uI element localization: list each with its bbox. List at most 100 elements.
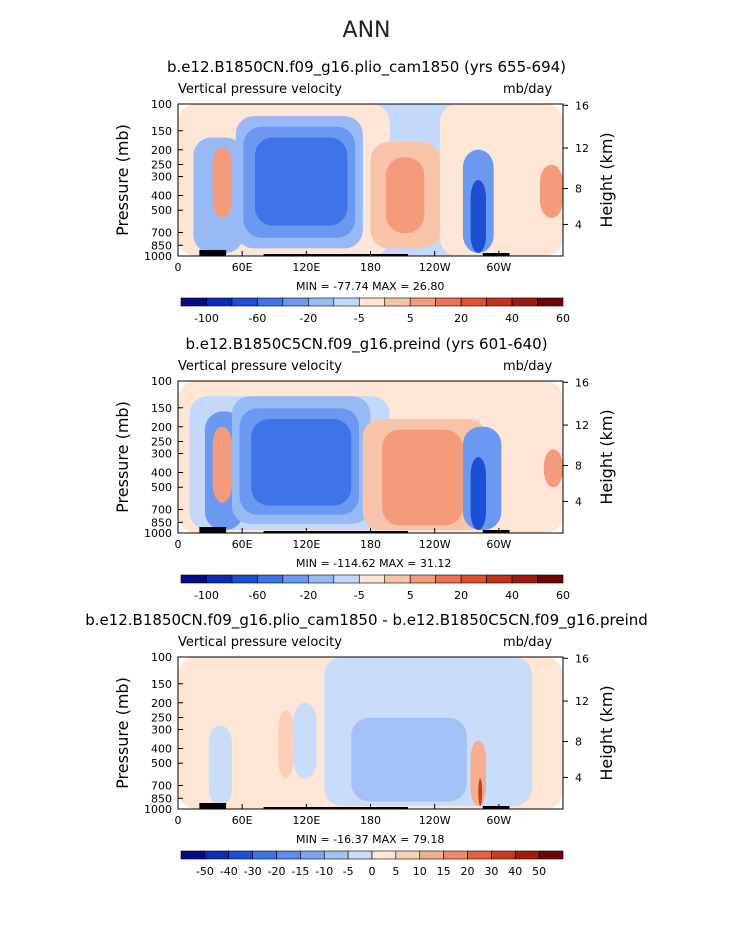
units-label: mb/day bbox=[503, 82, 553, 97]
colorbar-label: 60 bbox=[556, 312, 570, 325]
height-tick-label: 8 bbox=[575, 460, 582, 473]
min-max-stats: MIN = -16.37 MAX = 79.18 bbox=[296, 833, 445, 846]
y-tick-label: 500 bbox=[151, 757, 172, 770]
chart-panel-1: b.e12.B1850CN.f09_g16.plio_cam1850 (yrs … bbox=[0, 58, 733, 358]
x-tick-label: 60E bbox=[232, 814, 253, 827]
colorbar-label: 40 bbox=[505, 312, 519, 325]
height-tick-label: 4 bbox=[575, 218, 582, 231]
units-label: mb/day bbox=[503, 635, 553, 650]
contour-region bbox=[293, 702, 317, 779]
contour-field bbox=[178, 104, 563, 256]
x-tick-label: 0 bbox=[175, 814, 182, 827]
chart-panel-3: b.e12.B1850CN.f09_g16.plio_cam1850 - b.e… bbox=[0, 611, 733, 911]
colorbar-label: 5 bbox=[392, 865, 399, 878]
colorbar-label: -60 bbox=[248, 589, 266, 602]
y-tick-label: 250 bbox=[151, 435, 172, 448]
colorbar-label: -40 bbox=[220, 865, 238, 878]
y-tick-label: 300 bbox=[151, 448, 172, 461]
colorbar-label: 20 bbox=[454, 312, 468, 325]
y-tick-label: 700 bbox=[151, 779, 172, 792]
y-tick-label: 400 bbox=[151, 743, 172, 756]
colorbar-label: 50 bbox=[532, 865, 546, 878]
colorbar-swatch bbox=[409, 297, 436, 307]
colorbar-label: -100 bbox=[194, 589, 219, 602]
x-tick-label: 120E bbox=[292, 261, 320, 274]
colorbar-swatch bbox=[358, 297, 386, 307]
colorbar-swatch bbox=[180, 297, 207, 307]
colorbar-swatch bbox=[491, 850, 516, 860]
y-tick-label: 250 bbox=[151, 158, 172, 171]
y-tick-label: 500 bbox=[151, 204, 172, 217]
colorbar-label: -30 bbox=[244, 865, 262, 878]
colorbar-swatch bbox=[231, 574, 258, 584]
height-tick-label: 8 bbox=[575, 736, 582, 749]
colorbar-swatch bbox=[347, 850, 373, 860]
x-tick-label: 60W bbox=[486, 261, 511, 274]
contour-region bbox=[251, 419, 352, 506]
contour-field bbox=[178, 657, 563, 809]
topography bbox=[263, 254, 408, 256]
x-tick-label: 180 bbox=[360, 814, 381, 827]
y-tick-label: 1000 bbox=[144, 527, 172, 540]
y-tick-label: 100 bbox=[151, 651, 172, 664]
colorbar-swatch bbox=[308, 574, 335, 584]
colorbar-label: -100 bbox=[194, 312, 219, 325]
x-tick-label: 0 bbox=[175, 538, 182, 551]
colorbar-label: -20 bbox=[299, 312, 317, 325]
topography bbox=[482, 530, 510, 533]
y-axis-label: Pressure (mb) bbox=[113, 401, 132, 513]
colorbar-swatch bbox=[419, 850, 444, 860]
y-tick-label: 150 bbox=[151, 402, 172, 415]
y-tick-label: 250 bbox=[151, 711, 172, 724]
y-tick-label: 200 bbox=[151, 697, 172, 710]
y-axis-label-right: Height (km) bbox=[597, 132, 616, 227]
x-tick-label: 60W bbox=[486, 538, 511, 551]
min-max-stats: MIN = -114.62 MAX = 31.12 bbox=[296, 557, 452, 570]
y-tick-label: 850 bbox=[151, 239, 172, 252]
height-tick-label: 12 bbox=[575, 695, 589, 708]
contour-region bbox=[470, 740, 486, 806]
topography bbox=[199, 803, 227, 809]
colorbar-label: -50 bbox=[196, 865, 214, 878]
x-tick-label: 120W bbox=[419, 538, 451, 551]
height-tick-label: 8 bbox=[575, 183, 582, 196]
colorbar-label: 20 bbox=[461, 865, 475, 878]
colorbar-swatch bbox=[467, 850, 492, 860]
colorbar-swatch bbox=[409, 574, 436, 584]
topography bbox=[263, 807, 408, 809]
height-tick-label: 4 bbox=[575, 495, 582, 508]
chart-panel-2: b.e12.B1850C5CN.f09_g16.preind (yrs 601-… bbox=[0, 335, 733, 635]
colorbar-swatch bbox=[514, 850, 540, 860]
y-axis-label: Pressure (mb) bbox=[113, 677, 132, 789]
y-tick-label: 500 bbox=[151, 481, 172, 494]
colorbar-swatch bbox=[511, 297, 538, 307]
colorbar-swatch bbox=[276, 850, 301, 860]
x-tick-label: 180 bbox=[360, 538, 381, 551]
variable-label: Vertical pressure velocity bbox=[178, 635, 342, 650]
topography bbox=[482, 253, 510, 256]
colorbar-swatch bbox=[228, 850, 253, 860]
y-tick-label: 400 bbox=[151, 190, 172, 203]
topography bbox=[482, 806, 510, 809]
colorbar-swatch bbox=[435, 297, 462, 307]
colorbar-swatch bbox=[538, 850, 564, 860]
colorbar-swatch bbox=[206, 574, 233, 584]
colorbar-label: 10 bbox=[413, 865, 427, 878]
contour-region bbox=[470, 180, 486, 253]
y-tick-label: 1000 bbox=[144, 250, 172, 263]
x-tick-label: 0 bbox=[175, 261, 182, 274]
contour-region bbox=[212, 426, 232, 503]
colorbar-swatch bbox=[206, 297, 233, 307]
variable-label: Vertical pressure velocity bbox=[178, 359, 342, 374]
colorbar-label: 5 bbox=[407, 589, 414, 602]
colorbar-swatch bbox=[358, 574, 386, 584]
min-max-stats: MIN = -77.74 MAX = 26.80 bbox=[296, 280, 445, 293]
y-tick-label: 150 bbox=[151, 125, 172, 138]
x-tick-label: 60W bbox=[486, 814, 511, 827]
panel-title: b.e12.B1850CN.f09_g16.plio_cam1850 - b.e… bbox=[85, 611, 648, 629]
colorbar-swatch bbox=[435, 574, 462, 584]
y-tick-label: 300 bbox=[151, 171, 172, 184]
colorbar-swatch bbox=[384, 574, 411, 584]
colorbar-label: 0 bbox=[369, 865, 376, 878]
